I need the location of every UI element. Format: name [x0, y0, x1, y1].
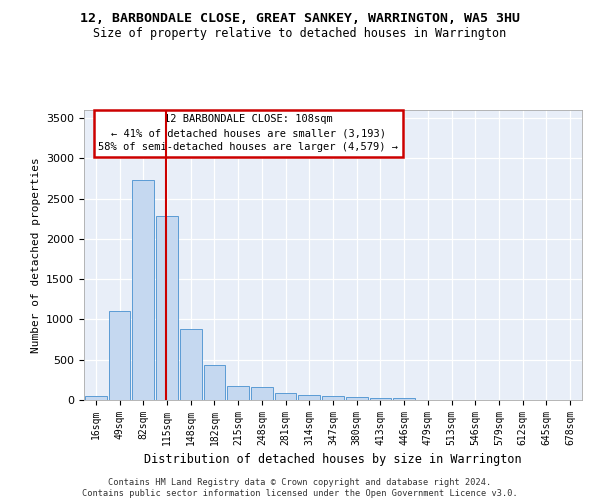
Bar [180, 329, 202, 400]
Text: Contains HM Land Registry data © Crown copyright and database right 2024.
Contai: Contains HM Land Registry data © Crown c… [82, 478, 518, 498]
Bar [156, 216, 178, 400]
Text: 12 BARBONDALE CLOSE: 108sqm
← 41% of detached houses are smaller (3,193)
58% of : 12 BARBONDALE CLOSE: 108sqm ← 41% of det… [98, 114, 398, 152]
Bar [109, 312, 130, 400]
Bar [85, 396, 107, 400]
Bar [393, 398, 415, 400]
Bar [133, 180, 154, 400]
Bar [275, 393, 296, 400]
Bar [251, 387, 273, 400]
Text: 12, BARBONDALE CLOSE, GREAT SANKEY, WARRINGTON, WA5 3HU: 12, BARBONDALE CLOSE, GREAT SANKEY, WARR… [80, 12, 520, 26]
Y-axis label: Number of detached properties: Number of detached properties [31, 157, 41, 353]
Bar [346, 397, 368, 400]
Bar [227, 386, 249, 400]
Text: Size of property relative to detached houses in Warrington: Size of property relative to detached ho… [94, 28, 506, 40]
X-axis label: Distribution of detached houses by size in Warrington: Distribution of detached houses by size … [144, 454, 522, 466]
Bar [322, 396, 344, 400]
Bar [203, 366, 226, 400]
Bar [298, 395, 320, 400]
Bar [370, 398, 391, 400]
